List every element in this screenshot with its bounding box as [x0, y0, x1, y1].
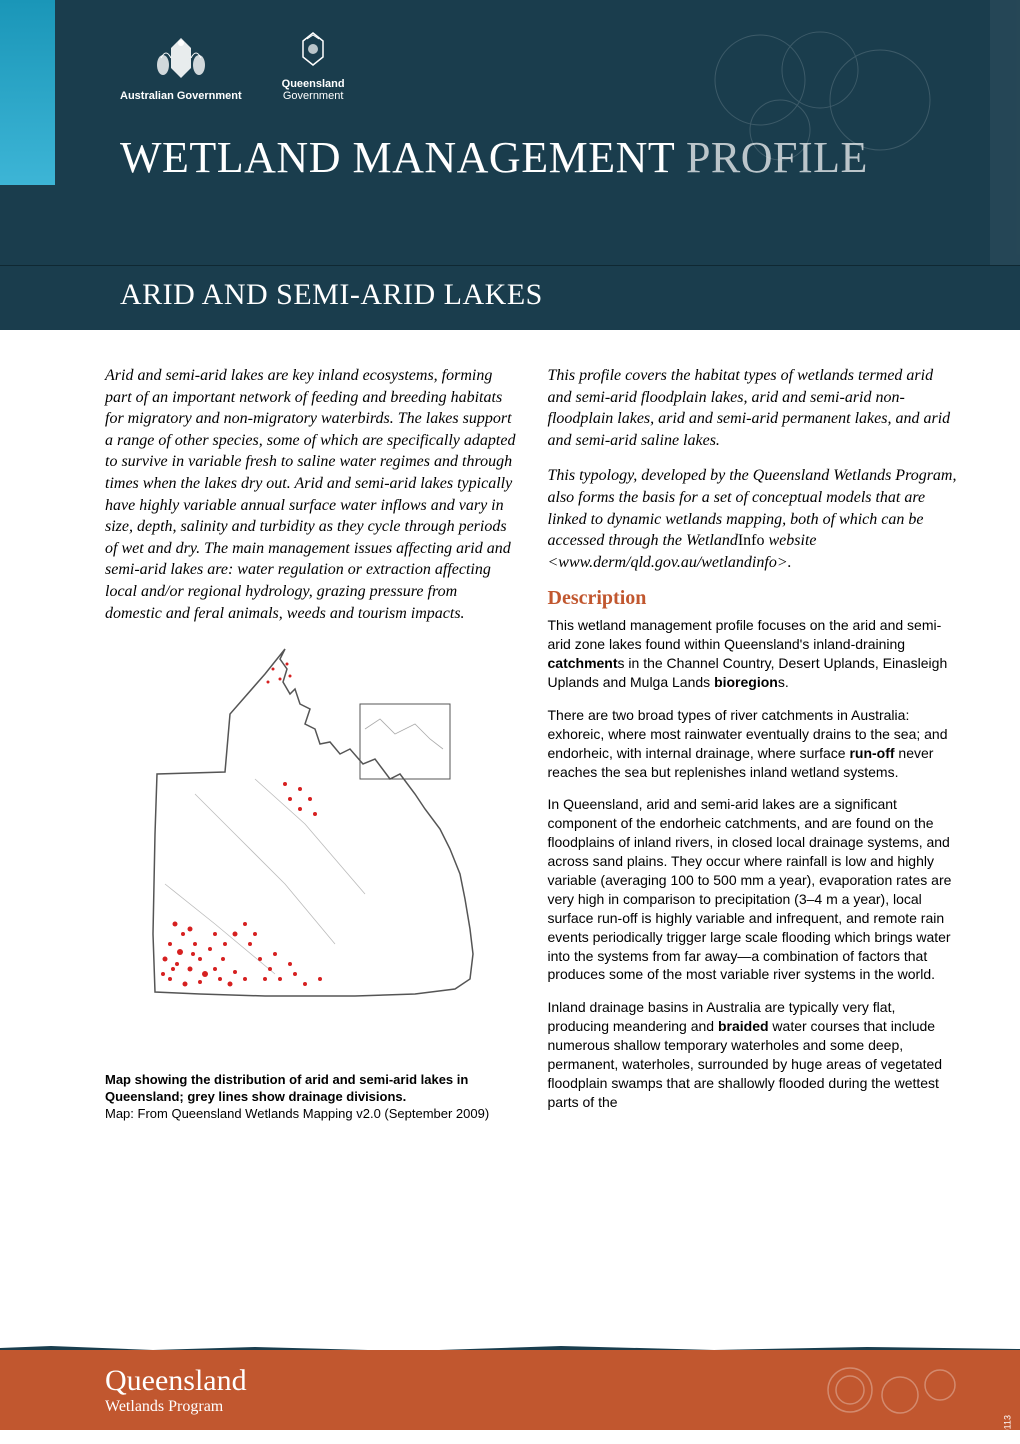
coat-of-arms-icon — [151, 33, 211, 85]
document-header: Australian Government Queensland Governm… — [0, 0, 1020, 265]
intro-paragraph: Arid and semi-arid lakes are key inland … — [105, 365, 518, 624]
description-p1: This wetland management profile focuses … — [548, 616, 961, 692]
right-column: This profile covers the habitat types of… — [548, 365, 961, 1133]
map-caption: Map showing the distribution of arid and… — [105, 1072, 518, 1123]
footer-decorative-icon — [810, 1360, 990, 1425]
description-p2: There are two broad types of river catch… — [548, 706, 961, 782]
qld-crest-icon — [289, 25, 337, 73]
aus-gov-label: Australian Government — [120, 90, 242, 102]
header-right-band — [990, 0, 1020, 265]
description-p4: Inland drainage basins in Australia are … — [548, 998, 961, 1111]
qld-map-icon — [105, 634, 485, 1064]
description-p3: In Queensland, arid and semi-arid lakes … — [548, 795, 961, 984]
qld-gov-label: Queensland Government — [282, 78, 345, 102]
content-area: Arid and semi-arid lakes are key inland … — [0, 330, 1020, 1133]
aus-gov-logo: Australian Government — [120, 33, 242, 102]
right-intro-2: This typology, developed by the Queensla… — [548, 465, 961, 573]
description-heading: Description — [548, 587, 961, 610]
footer-title: Queensland — [105, 1364, 247, 1398]
qld-gov-logo: Queensland Government — [282, 25, 345, 102]
footer-branding: Queensland Wetlands Program — [105, 1364, 247, 1416]
subtitle-bar: ARID AND SEMI-ARID LAKES — [0, 265, 1020, 330]
page-title: WETLAND MANAGEMENT PROFILE — [120, 132, 920, 183]
right-intro-1: This profile covers the habitat types of… — [548, 365, 961, 451]
document-footer: Queensland Wetlands Program #29113 — [0, 1350, 1020, 1430]
map-figure: Map showing the distribution of arid and… — [105, 634, 518, 1123]
footer-subtitle: Wetlands Program — [105, 1398, 247, 1416]
accent-tab — [0, 0, 55, 185]
subtitle: ARID AND SEMI-ARID LAKES — [120, 278, 1020, 312]
left-column: Arid and semi-arid lakes are key inland … — [105, 365, 518, 1133]
